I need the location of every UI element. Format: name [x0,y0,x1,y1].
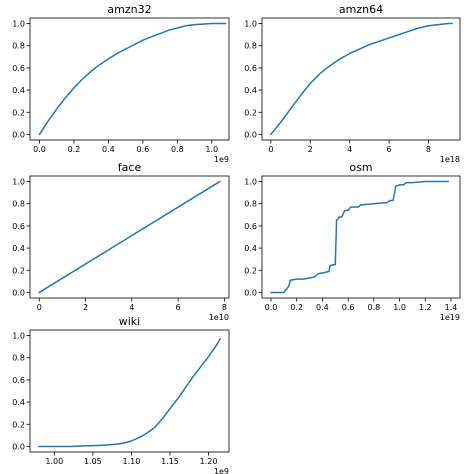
x-tick-label: 1.0 [205,145,218,154]
x-offset-label: 1e9 [214,155,229,164]
x-tick-label: 1.15 [161,457,179,466]
x-tick-label: 1.0 [393,303,406,312]
panel-title: wiki [119,315,140,328]
x-offset-label: 1e19 [440,313,460,322]
axes-frame [29,329,230,453]
x-tick-label: 0.6 [342,303,355,312]
axes-frame [261,175,461,299]
x-tick-label: 1.00 [45,457,63,466]
x-tick-label: 0.2 [290,303,303,312]
x-tick-label: 0.2 [68,145,81,154]
y-tick-label: 0.0 [12,130,25,139]
chart-panel-0: 0.0 0.2 0.4 0.6 0.8 1.0 0.0 0.2 0.4 0.6 0.8 1.0 amzn… [12,3,230,164]
x-tick-label: 2 [308,145,313,154]
axes-frame [29,17,230,141]
y-tick-label: 1.0 [12,178,25,187]
x-tick-label: 0.0 [265,303,278,312]
chart-panel-1: 0 2 4 6 8 0.0 0.2 0.4 0.6 0.8 1.0 amzn64 1e18 [244,3,461,164]
y-tick-label: 0.2 [12,266,25,275]
x-offset-label: 1e10 [209,313,229,322]
y-tick-label: 0.4 [244,86,257,95]
panel-title: amzn32 [107,3,151,16]
y-tick-label: 0.2 [12,420,25,429]
y-tick-label: 0.6 [244,222,257,231]
series-line [38,180,221,294]
panel-title: face [118,161,142,174]
x-tick-label: 2 [83,303,88,312]
x-tick-label: 8 [222,303,227,312]
y-tick-label: 0.8 [244,42,257,51]
x-tick-label: 6 [387,145,392,154]
x-tick-label: 0.6 [136,145,149,154]
y-tick-label: 0.6 [244,64,257,73]
y-tick-label: 0.0 [12,442,25,451]
y-tick-label: 1.0 [244,178,257,187]
series-line [38,22,227,136]
x-tick-label: 0.0 [33,145,46,154]
y-tick-label: 0.4 [244,244,257,253]
chart-panel-4: 1.00 1.05 1.10 1.15 1.20 0.0 0.2 0.4 0.6 0.8 1.0 wi… [12,315,230,474]
chart-panel-2: 0 2 4 6 8 0.0 0.2 0.4 0.6 0.8 1.0 face 1e10 [12,161,230,322]
x-tick-label: 1.10 [123,457,141,466]
y-tick-label: 0.6 [12,376,25,385]
axes-frame [29,175,230,299]
y-tick-label: 0.0 [244,130,257,139]
x-offset-label: 1e9 [214,467,229,474]
x-tick-label: 0.8 [171,145,184,154]
axes-frame [261,17,461,141]
y-tick-label: 0.0 [12,288,25,297]
series-line [270,22,453,136]
y-tick-label: 1.0 [12,332,25,341]
x-tick-label: 0 [268,145,273,154]
panel-title: osm [349,161,372,174]
x-tick-label: 0.4 [102,145,115,154]
y-tick-label: 1.0 [244,20,257,29]
y-tick-label: 1.0 [12,20,25,29]
x-offset-label: 1e18 [440,155,460,164]
y-tick-label: 0.8 [12,42,25,51]
y-tick-label: 0.8 [12,354,25,363]
x-tick-label: 0.8 [367,303,380,312]
y-tick-label: 0.4 [12,86,25,95]
y-tick-label: 0.2 [12,108,25,117]
x-tick-label: 4 [347,145,352,154]
y-tick-label: 0.2 [244,266,257,275]
x-tick-label: 1.20 [200,457,218,466]
series-line [38,338,221,448]
y-tick-label: 0.6 [12,222,25,231]
x-tick-label: 0.4 [316,303,329,312]
x-tick-label: 8 [426,145,431,154]
x-tick-label: 6 [176,303,181,312]
y-tick-label: 0.0 [244,288,257,297]
y-tick-label: 0.4 [12,398,25,407]
x-tick-label: 4 [129,303,134,312]
x-tick-label: 1.4 [445,303,458,312]
panel-title: amzn64 [339,3,383,16]
chart-panel-3: 0.0 0.2 0.4 0.6 0.8 1.0 1.2 1.4 0.0 0.2 0.4 0.6 0.8 1… [244,161,461,322]
x-tick-label: 0 [37,303,42,312]
x-tick-label: 1.05 [84,457,102,466]
series-line [270,180,450,294]
y-tick-label: 0.2 [244,108,257,117]
y-tick-label: 0.4 [12,244,25,253]
y-tick-label: 0.6 [12,64,25,73]
x-tick-label: 1.2 [419,303,432,312]
y-tick-label: 0.8 [12,200,25,209]
y-tick-label: 0.8 [244,200,257,209]
